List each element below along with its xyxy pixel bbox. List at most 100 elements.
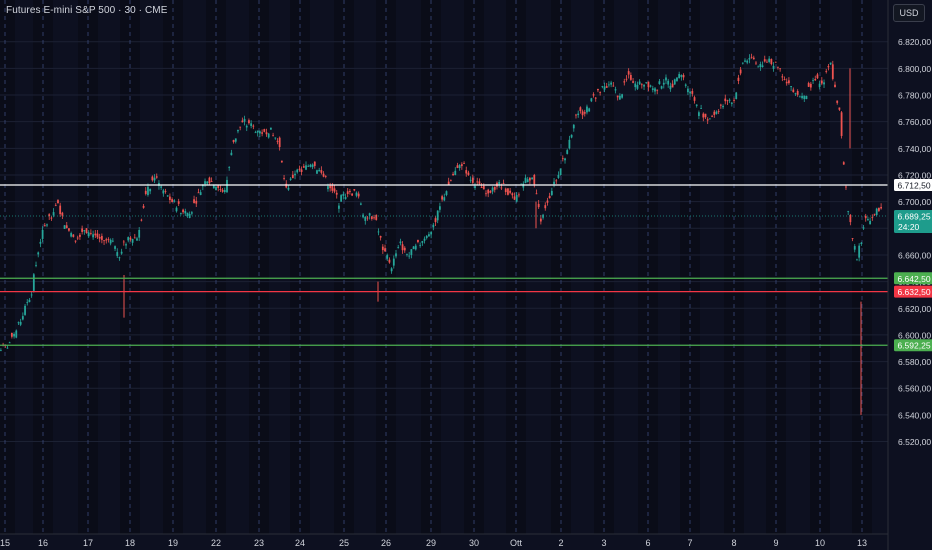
candle-down bbox=[500, 187, 503, 189]
candle-up bbox=[206, 181, 209, 184]
candle-up bbox=[474, 186, 476, 189]
candle-up bbox=[338, 205, 340, 209]
price-axis[interactable]: 6.520,00 6.540,00 6.560,00 6.580,00 6.600,00… bbox=[898, 37, 931, 447]
candle-up bbox=[406, 254, 408, 256]
candle-down bbox=[504, 188, 507, 193]
candle-down bbox=[878, 207, 880, 211]
candle-down bbox=[463, 162, 465, 164]
candle-up bbox=[669, 85, 672, 90]
candle-up bbox=[30, 294, 33, 296]
candle-down bbox=[478, 181, 481, 184]
candle-up bbox=[414, 245, 417, 250]
candle-up bbox=[603, 86, 606, 90]
candle-up bbox=[689, 91, 692, 94]
y-tick-label: 6.820,00 bbox=[898, 37, 931, 47]
candle-up bbox=[392, 258, 395, 266]
candle-down bbox=[583, 112, 586, 114]
candle-up bbox=[586, 106, 588, 113]
candle-down bbox=[140, 219, 143, 221]
candle-down bbox=[169, 196, 171, 200]
candle-up bbox=[651, 88, 654, 90]
candle-down bbox=[535, 193, 538, 195]
candle-up bbox=[829, 62, 832, 65]
candle-down bbox=[76, 237, 79, 239]
candle-up bbox=[147, 186, 149, 195]
candle-down bbox=[320, 170, 323, 173]
candle-down bbox=[434, 218, 437, 223]
candle-down bbox=[579, 107, 582, 112]
x-tick-label: 2 bbox=[558, 538, 563, 548]
candle-down bbox=[616, 95, 619, 98]
candle-down bbox=[219, 189, 222, 190]
candle-up bbox=[28, 299, 31, 303]
candle-up bbox=[327, 186, 329, 190]
candle-up bbox=[212, 184, 215, 189]
candle-up bbox=[768, 58, 771, 62]
candle-down bbox=[827, 66, 830, 68]
candle-up bbox=[24, 305, 26, 315]
candle-down bbox=[546, 200, 549, 203]
candle-up bbox=[274, 137, 277, 139]
y-tick-label: 6.600,00 bbox=[898, 330, 931, 340]
candle-up bbox=[355, 192, 358, 196]
candle-up bbox=[136, 238, 138, 241]
candle-up bbox=[634, 83, 637, 88]
candle-down bbox=[447, 181, 450, 185]
time-axis[interactable]: 15 16 17 18 19 22 23 24 25 26 29 30 Ott 2 3 6 7 8 9 10 13 bbox=[0, 0, 889, 550]
candle-up bbox=[250, 123, 253, 126]
horizontal-levels[interactable] bbox=[0, 184, 888, 346]
candle-up bbox=[190, 212, 193, 214]
candle-up bbox=[26, 302, 29, 303]
candle-down bbox=[513, 196, 516, 200]
candle-down bbox=[838, 107, 841, 110]
candle-down bbox=[366, 217, 369, 219]
candle-down bbox=[785, 81, 788, 84]
candle-down bbox=[809, 83, 812, 88]
candle-up bbox=[676, 77, 678, 81]
y-tick-label: 6.660,00 bbox=[898, 250, 931, 260]
candle-up bbox=[847, 211, 850, 212]
candle-down bbox=[346, 191, 349, 195]
candle-up bbox=[421, 241, 424, 243]
candle-up bbox=[772, 65, 775, 69]
session-bands bbox=[0, 0, 872, 534]
candle-down bbox=[719, 104, 722, 106]
candle-down bbox=[807, 83, 810, 87]
candle-down bbox=[682, 75, 685, 78]
candle-down bbox=[632, 81, 634, 83]
candle-up bbox=[469, 179, 472, 181]
candle-up bbox=[423, 238, 426, 241]
candle-down bbox=[605, 86, 608, 88]
candle-down bbox=[739, 69, 742, 74]
candle-up bbox=[13, 333, 15, 337]
last-price-label: 6.689,25 bbox=[897, 211, 930, 221]
candle-down bbox=[770, 59, 773, 65]
candle-up bbox=[316, 170, 318, 174]
session-band bbox=[0, 0, 15, 534]
x-tick-label: 17 bbox=[83, 538, 93, 548]
candle-up bbox=[305, 165, 307, 170]
candle-up bbox=[577, 113, 580, 116]
candle-down bbox=[232, 139, 235, 143]
candle-up bbox=[19, 321, 22, 325]
candle-up bbox=[204, 181, 206, 185]
candle-down bbox=[814, 79, 817, 81]
candle-down bbox=[197, 192, 200, 194]
candle-down bbox=[331, 185, 334, 191]
candle-up bbox=[397, 247, 400, 249]
candle-up bbox=[748, 58, 751, 60]
candle-up bbox=[127, 237, 130, 241]
candle-up bbox=[708, 118, 711, 120]
candle-down bbox=[94, 233, 97, 236]
candle-up bbox=[761, 65, 764, 68]
candle-down bbox=[265, 132, 268, 135]
candle-down bbox=[324, 176, 327, 177]
level-label: 6.632,50 bbox=[897, 287, 930, 297]
x-tick-label: 13 bbox=[857, 538, 867, 548]
candle-up bbox=[618, 95, 621, 100]
candle-up bbox=[114, 246, 116, 249]
currency-button[interactable]: USD bbox=[893, 4, 925, 22]
candle-up bbox=[237, 129, 239, 132]
y-tick-label: 6.720,00 bbox=[898, 170, 931, 180]
